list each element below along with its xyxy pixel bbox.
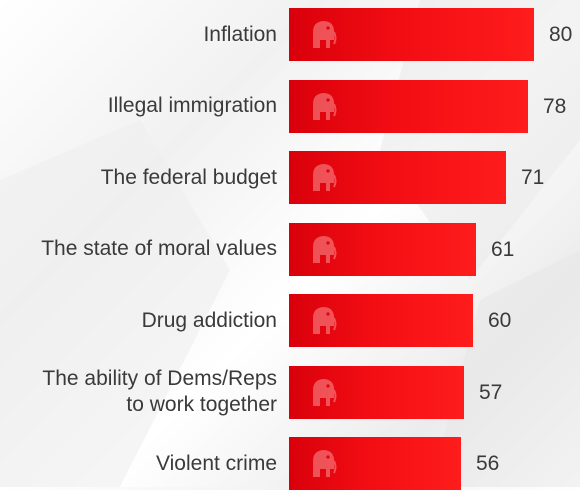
elephant-icon (313, 235, 337, 263)
elephant-icon (313, 378, 337, 406)
value-label: 56 (476, 452, 500, 475)
category-label: Inflation (0, 8, 277, 61)
category-label-line: The state of moral values (41, 237, 277, 260)
category-label-line: Violent crime (156, 451, 277, 475)
bar (289, 437, 461, 490)
category-label: The state of moral values (0, 223, 277, 276)
value-label: 57 (479, 380, 503, 404)
value-label: 78 (543, 94, 567, 118)
value-label: 61 (491, 237, 515, 261)
category-label-text: Drug addiction (142, 308, 277, 334)
elephant-icon (313, 164, 337, 191)
category-label-line: The federal budget (100, 165, 277, 189)
elephant-icon (313, 307, 337, 334)
bar (289, 222, 476, 276)
category-label-line: Drug addiction (141, 308, 277, 332)
category-label-line: Inflation (203, 22, 277, 46)
value-label: 60 (488, 309, 512, 332)
category-label-line: Illegal immigration (107, 94, 277, 117)
category-label: Illegal immigration (0, 80, 277, 133)
bar (289, 151, 506, 204)
category-label-text: Inflation (203, 22, 277, 48)
category-label-text: Illegal immigration (108, 93, 277, 119)
category-label-text: Violent crime (156, 451, 277, 477)
elephant-icon (313, 450, 337, 477)
category-label-text: The ability of Dems/Reps to work together (42, 366, 277, 418)
value-label: 71 (521, 166, 545, 189)
bar (289, 79, 528, 133)
elephant-icon (313, 21, 337, 48)
category-label: The federal budget (0, 151, 277, 204)
bar (289, 365, 464, 419)
category-label: Violent crime (0, 437, 277, 490)
category-label: Drug addiction (0, 294, 277, 347)
category-label-line: to work together (126, 393, 277, 416)
bar (289, 8, 534, 61)
category-label: The ability of Dems/Reps to work together (0, 366, 277, 419)
value-label: 80 (549, 23, 573, 46)
category-label-text: The federal budget (101, 165, 277, 191)
elephant-icon (313, 92, 337, 120)
category-label-line: The ability of Dems/Reps (42, 367, 277, 390)
category-label-text: The state of moral values (41, 236, 277, 262)
bar (289, 294, 473, 347)
